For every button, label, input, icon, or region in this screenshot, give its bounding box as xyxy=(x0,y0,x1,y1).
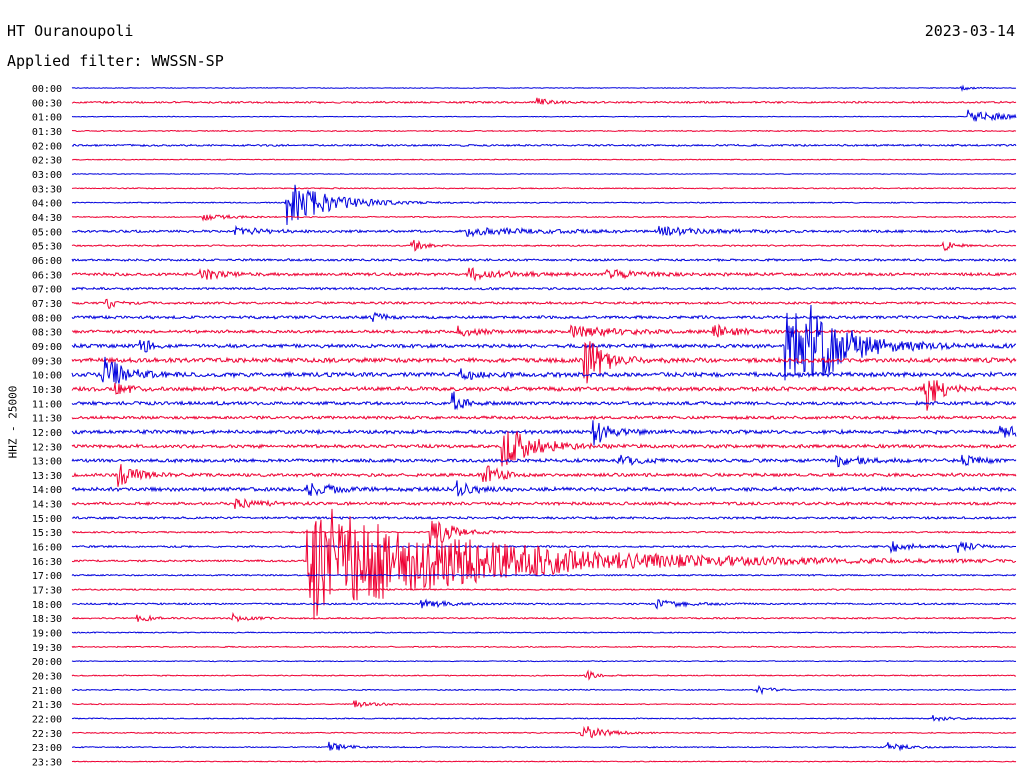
seismic-trace xyxy=(71,684,1017,696)
seismic-trace xyxy=(71,669,1017,681)
time-label: 14:00 xyxy=(32,485,62,496)
time-label: 21:00 xyxy=(32,686,62,697)
time-label: 08:30 xyxy=(32,328,62,339)
time-label: 03:30 xyxy=(32,184,62,195)
time-label: 05:30 xyxy=(32,242,62,253)
seismic-trace xyxy=(71,304,1017,381)
time-label: 09:00 xyxy=(32,342,62,353)
time-label: 06:00 xyxy=(32,256,62,267)
time-label: 08:00 xyxy=(32,313,62,324)
seismic-trace xyxy=(71,286,1017,291)
seismic-trace xyxy=(71,213,1017,222)
time-label: 00:30 xyxy=(32,98,62,109)
seismic-trace xyxy=(71,515,1017,521)
time-label: 12:30 xyxy=(32,442,62,453)
seismic-trace xyxy=(71,97,1017,105)
seismic-trace xyxy=(71,520,1017,548)
time-label: 13:00 xyxy=(32,457,62,468)
time-label: 21:30 xyxy=(32,700,62,711)
time-label: 13:30 xyxy=(32,471,62,482)
time-label: 11:30 xyxy=(32,414,62,425)
seismic-trace xyxy=(71,341,1017,384)
seismic-trace xyxy=(71,380,1017,411)
time-label: 17:00 xyxy=(32,571,62,582)
time-label: 12:00 xyxy=(32,428,62,439)
time-label: 11:00 xyxy=(32,399,62,410)
time-label: 18:30 xyxy=(32,614,62,625)
time-label: 10:00 xyxy=(32,371,62,382)
seismic-trace xyxy=(71,298,1017,310)
seismic-trace xyxy=(71,311,1017,322)
filter-label: Applied filter: WWSSN-SP xyxy=(7,52,224,70)
seismic-trace xyxy=(71,391,1017,411)
time-label: 14:30 xyxy=(32,500,62,511)
time-label: 19:30 xyxy=(32,643,62,654)
time-label: 23:00 xyxy=(32,743,62,754)
seismic-trace xyxy=(71,143,1017,148)
seismic-trace xyxy=(71,480,1017,497)
seismic-trace xyxy=(71,158,1017,161)
time-label: 17:30 xyxy=(32,586,62,597)
time-label: 02:30 xyxy=(32,156,62,167)
seismic-trace xyxy=(71,184,1016,226)
time-label: 20:00 xyxy=(32,657,62,668)
seismic-trace xyxy=(71,700,1017,708)
seismic-trace xyxy=(71,660,1017,663)
time-label: 01:00 xyxy=(32,113,62,124)
seismic-trace xyxy=(71,129,1017,133)
seismic-trace xyxy=(71,109,1017,122)
time-label: 20:30 xyxy=(32,672,62,683)
seismic-trace xyxy=(71,497,1017,509)
seismic-trace xyxy=(71,464,1017,487)
record-date: 2023-03-14 xyxy=(924,22,1015,40)
seismic-trace xyxy=(71,84,1017,92)
seismic-trace xyxy=(71,257,1017,263)
seismic-trace xyxy=(71,573,1016,577)
time-label: 23:30 xyxy=(32,758,62,769)
seismic-trace xyxy=(71,414,1017,421)
time-label: 02:00 xyxy=(32,141,62,152)
time-label: 07:00 xyxy=(32,285,62,296)
station-name: HT Ouranoupoli xyxy=(7,22,134,40)
seismic-trace xyxy=(71,760,1017,763)
time-label: 15:30 xyxy=(32,528,62,539)
time-label: 00:00 xyxy=(32,84,62,95)
seismic-trace xyxy=(71,239,1017,252)
seismic-trace xyxy=(71,267,1017,282)
seismic-trace xyxy=(71,725,1017,739)
time-label: 09:30 xyxy=(32,356,62,367)
time-label: 07:30 xyxy=(32,299,62,310)
time-label: 18:00 xyxy=(32,600,62,611)
seismic-trace xyxy=(72,598,1017,610)
seismic-trace xyxy=(71,587,1017,592)
time-label: 15:00 xyxy=(32,514,62,525)
seismic-trace xyxy=(71,420,1017,446)
time-label: 16:30 xyxy=(32,557,62,568)
seismic-trace xyxy=(71,224,1017,238)
seismic-trace xyxy=(72,741,1017,752)
seismic-trace xyxy=(71,645,1017,649)
seismic-trace xyxy=(71,356,1017,384)
seismic-trace xyxy=(71,611,1017,623)
time-label: 10:30 xyxy=(32,385,62,396)
time-label: 19:00 xyxy=(32,629,62,640)
time-label: 22:30 xyxy=(32,729,62,740)
seismic-trace xyxy=(71,187,1017,190)
seismic-trace xyxy=(71,715,1017,722)
seismic-trace xyxy=(71,431,1017,467)
time-label: 16:00 xyxy=(32,543,62,554)
seismic-trace xyxy=(71,631,1017,634)
time-label: 22:00 xyxy=(32,715,62,726)
seismic-trace xyxy=(71,540,1016,554)
seismic-trace xyxy=(71,454,1017,468)
time-label: 04:30 xyxy=(32,213,62,224)
time-label: 01:30 xyxy=(32,127,62,138)
time-label: 03:00 xyxy=(32,170,62,181)
time-label: 04:00 xyxy=(32,199,62,210)
time-label: 05:00 xyxy=(32,227,62,238)
seismic-trace xyxy=(71,323,1017,338)
time-label: 06:30 xyxy=(32,270,62,281)
seismic-trace xyxy=(71,173,1016,175)
